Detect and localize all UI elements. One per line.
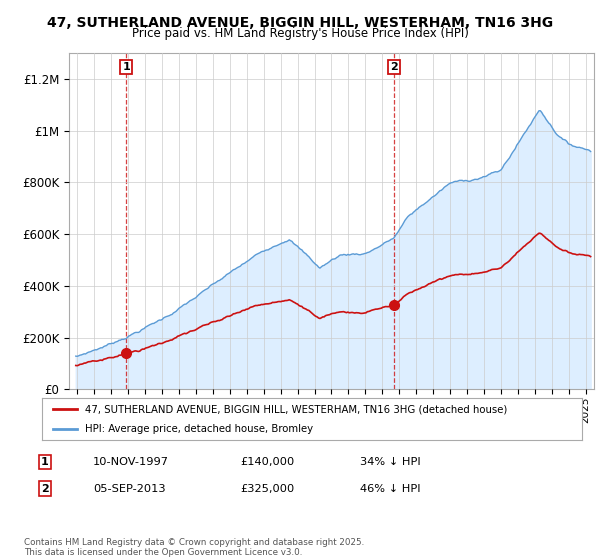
Text: 34% ↓ HPI: 34% ↓ HPI: [360, 457, 421, 467]
Text: 1: 1: [122, 62, 130, 72]
Text: 2: 2: [390, 62, 398, 72]
Text: HPI: Average price, detached house, Bromley: HPI: Average price, detached house, Brom…: [85, 424, 313, 434]
Text: 1: 1: [41, 457, 49, 467]
Text: Price paid vs. HM Land Registry's House Price Index (HPI): Price paid vs. HM Land Registry's House …: [131, 27, 469, 40]
Text: 47, SUTHERLAND AVENUE, BIGGIN HILL, WESTERHAM, TN16 3HG: 47, SUTHERLAND AVENUE, BIGGIN HILL, WEST…: [47, 16, 553, 30]
Text: 10-NOV-1997: 10-NOV-1997: [93, 457, 169, 467]
Text: £325,000: £325,000: [240, 484, 294, 494]
Text: 2: 2: [41, 484, 49, 494]
Text: 46% ↓ HPI: 46% ↓ HPI: [360, 484, 421, 494]
Text: 05-SEP-2013: 05-SEP-2013: [93, 484, 166, 494]
Text: 47, SUTHERLAND AVENUE, BIGGIN HILL, WESTERHAM, TN16 3HG (detached house): 47, SUTHERLAND AVENUE, BIGGIN HILL, WEST…: [85, 404, 508, 414]
Text: Contains HM Land Registry data © Crown copyright and database right 2025.
This d: Contains HM Land Registry data © Crown c…: [24, 538, 364, 557]
Text: £140,000: £140,000: [240, 457, 294, 467]
